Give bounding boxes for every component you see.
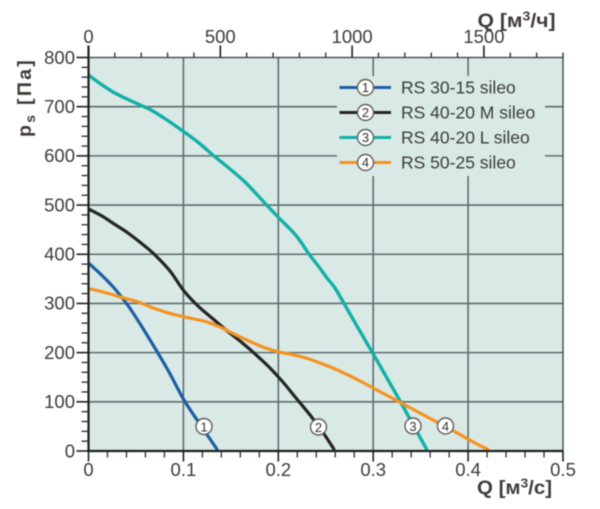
svg-text:1: 1 <box>362 80 369 95</box>
svg-text:700: 700 <box>44 96 75 117</box>
svg-text:300: 300 <box>44 293 75 314</box>
svg-text:0.2: 0.2 <box>265 459 291 480</box>
svg-text:2: 2 <box>362 105 369 120</box>
svg-text:100: 100 <box>44 391 75 412</box>
svg-text:600: 600 <box>44 145 75 166</box>
svg-text:0: 0 <box>83 459 93 480</box>
svg-text:RS 50-25 sileo: RS 50-25 sileo <box>401 153 516 173</box>
svg-text:400: 400 <box>44 244 75 265</box>
svg-text:0: 0 <box>65 440 75 461</box>
svg-text:500: 500 <box>44 194 75 215</box>
svg-text:4: 4 <box>442 419 449 434</box>
svg-text:0.4: 0.4 <box>455 459 481 480</box>
svg-text:3: 3 <box>409 419 416 434</box>
svg-text:1: 1 <box>200 419 207 434</box>
svg-text:4: 4 <box>362 155 369 170</box>
svg-text:0.5: 0.5 <box>550 459 576 480</box>
svg-text:RS 40-20 L sileo: RS 40-20 L sileo <box>401 128 530 148</box>
svg-text:0: 0 <box>83 26 93 47</box>
svg-text:Q [м3/c]: Q [м3/c] <box>477 476 552 499</box>
svg-text:1500: 1500 <box>463 26 504 47</box>
svg-text:ps [Па]: ps [Па] <box>14 58 38 137</box>
svg-text:1000: 1000 <box>332 26 373 47</box>
svg-text:Q [м3/ч]: Q [м3/ч] <box>478 9 556 32</box>
svg-text:RS 40-20 M sileo: RS 40-20 M sileo <box>401 103 535 123</box>
svg-text:500: 500 <box>205 26 236 47</box>
svg-text:800: 800 <box>44 47 75 68</box>
svg-text:3: 3 <box>362 130 369 145</box>
svg-text:RS 30-15 sileo: RS 30-15 sileo <box>401 78 516 98</box>
svg-text:0.1: 0.1 <box>171 459 197 480</box>
svg-text:0.3: 0.3 <box>360 459 386 480</box>
svg-text:2: 2 <box>315 420 322 435</box>
svg-text:200: 200 <box>44 342 75 363</box>
